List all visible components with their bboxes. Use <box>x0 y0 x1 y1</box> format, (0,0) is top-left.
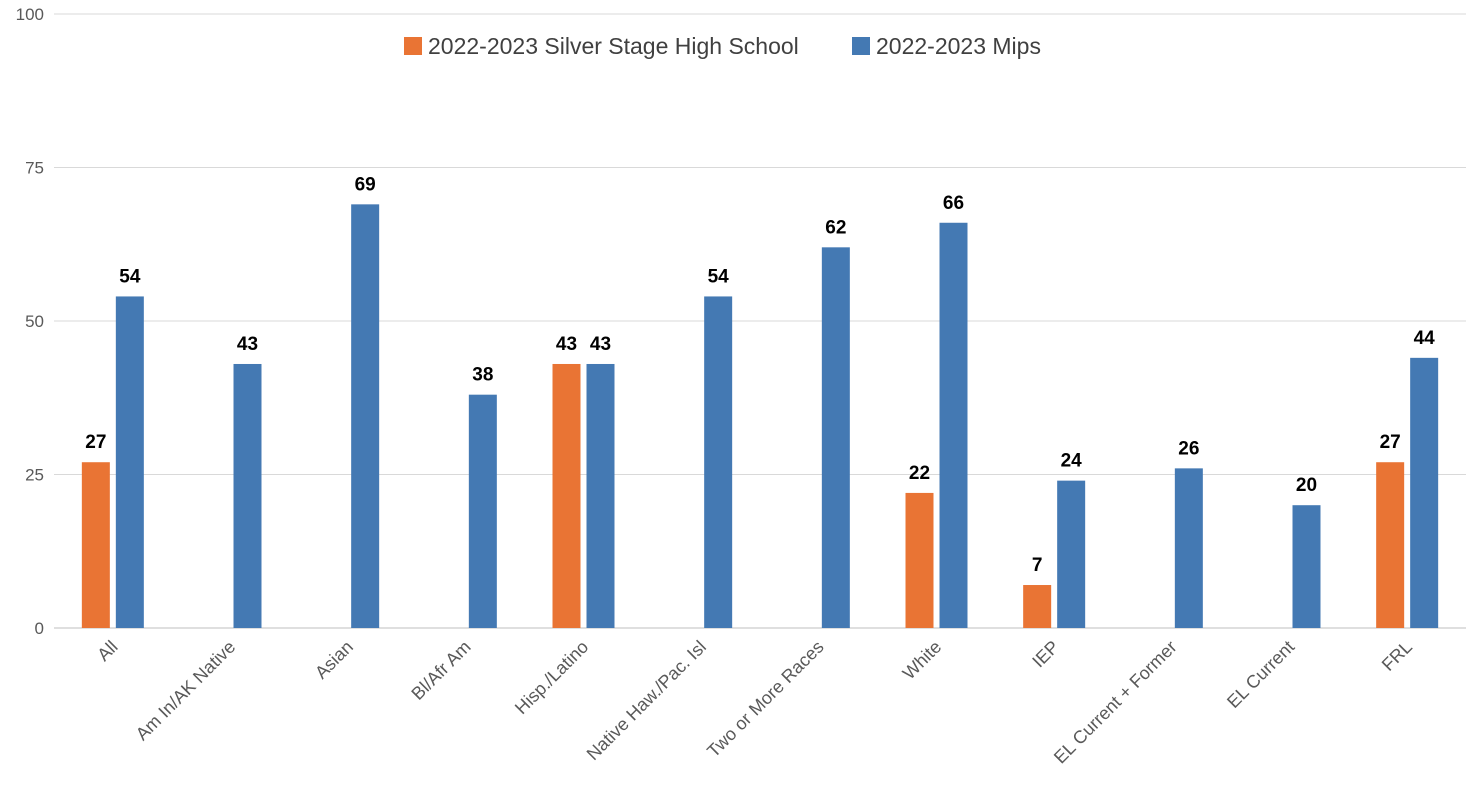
data-label: 20 <box>1296 475 1317 496</box>
data-labels: 27 54 43 69 38 43 43 54 62 22 66 7 24 26 20 27 44 <box>85 174 1435 576</box>
legend-label: 2022-2023 Silver Stage High School <box>428 33 799 59</box>
bar-mips <box>1057 480 1086 628</box>
legend-swatch <box>404 37 422 55</box>
bar-school <box>1376 462 1405 628</box>
bar-school <box>81 462 110 628</box>
bar-mips <box>115 296 144 628</box>
data-label: 43 <box>237 334 258 355</box>
bar-mips <box>586 363 615 628</box>
x-tick-label: EL Current <box>1223 637 1298 712</box>
data-label: 69 <box>355 174 376 195</box>
bar-mips <box>233 363 262 628</box>
bar-mips <box>821 247 850 628</box>
y-tick-label: 100 <box>16 5 44 24</box>
legend-label: 2022-2023 Mips <box>876 33 1041 59</box>
y-tick-label: 0 <box>35 619 44 638</box>
x-tick-label: FRL <box>1378 637 1416 675</box>
x-tick-label: Am In/AK Native <box>132 637 240 745</box>
data-label: 24 <box>1061 451 1083 472</box>
legend-swatch <box>852 37 870 55</box>
x-tick-label: IEP <box>1028 637 1063 672</box>
bar-mips <box>1410 357 1439 628</box>
bar-mips <box>468 394 497 628</box>
x-axis-category-labels: All Am In/AK Native Asian Bl/Afr Am Hisp./La… <box>93 637 1416 768</box>
bar-mips <box>1174 468 1203 628</box>
x-tick-label: Bl/Afr Am <box>407 637 474 704</box>
x-tick-label: EL Current + Former <box>1050 637 1181 768</box>
y-tick-label: 50 <box>25 312 44 331</box>
y-tick-label: 75 <box>25 159 44 178</box>
x-tick-label: White <box>899 637 946 684</box>
bar-mips <box>351 204 380 628</box>
data-label: 66 <box>943 193 964 214</box>
x-tick-label: Hisp./Latino <box>511 637 592 718</box>
x-tick-label: Asian <box>311 637 357 683</box>
bar-school <box>552 363 581 628</box>
data-label: 43 <box>590 334 611 355</box>
bar-school <box>905 492 934 628</box>
gridlines <box>54 13 1466 629</box>
y-axis-ticks: 0 25 50 75 100 <box>16 5 44 638</box>
y-tick-label: 25 <box>25 466 44 485</box>
x-tick-label: Two or More Races <box>703 637 827 761</box>
data-label: 22 <box>909 463 930 484</box>
data-label: 27 <box>85 432 106 453</box>
data-label: 26 <box>1178 438 1199 459</box>
data-label: 54 <box>708 266 730 287</box>
bar-mips <box>939 222 968 628</box>
bar-mips <box>704 296 733 628</box>
bar-school <box>1023 585 1052 628</box>
bars <box>81 204 1439 628</box>
bar-mips <box>1292 505 1321 628</box>
data-label: 27 <box>1380 432 1401 453</box>
data-label: 44 <box>1414 328 1436 349</box>
data-label: 7 <box>1032 555 1043 576</box>
data-label: 43 <box>556 334 577 355</box>
x-tick-label: Native Haw./Pac. Isl <box>583 637 710 764</box>
legend: 2022-2023 Silver Stage High School 2022-2… <box>404 33 1041 59</box>
data-label: 54 <box>119 266 141 287</box>
data-label: 62 <box>825 217 846 238</box>
data-label: 38 <box>472 365 493 386</box>
x-tick-label: All <box>93 637 121 665</box>
